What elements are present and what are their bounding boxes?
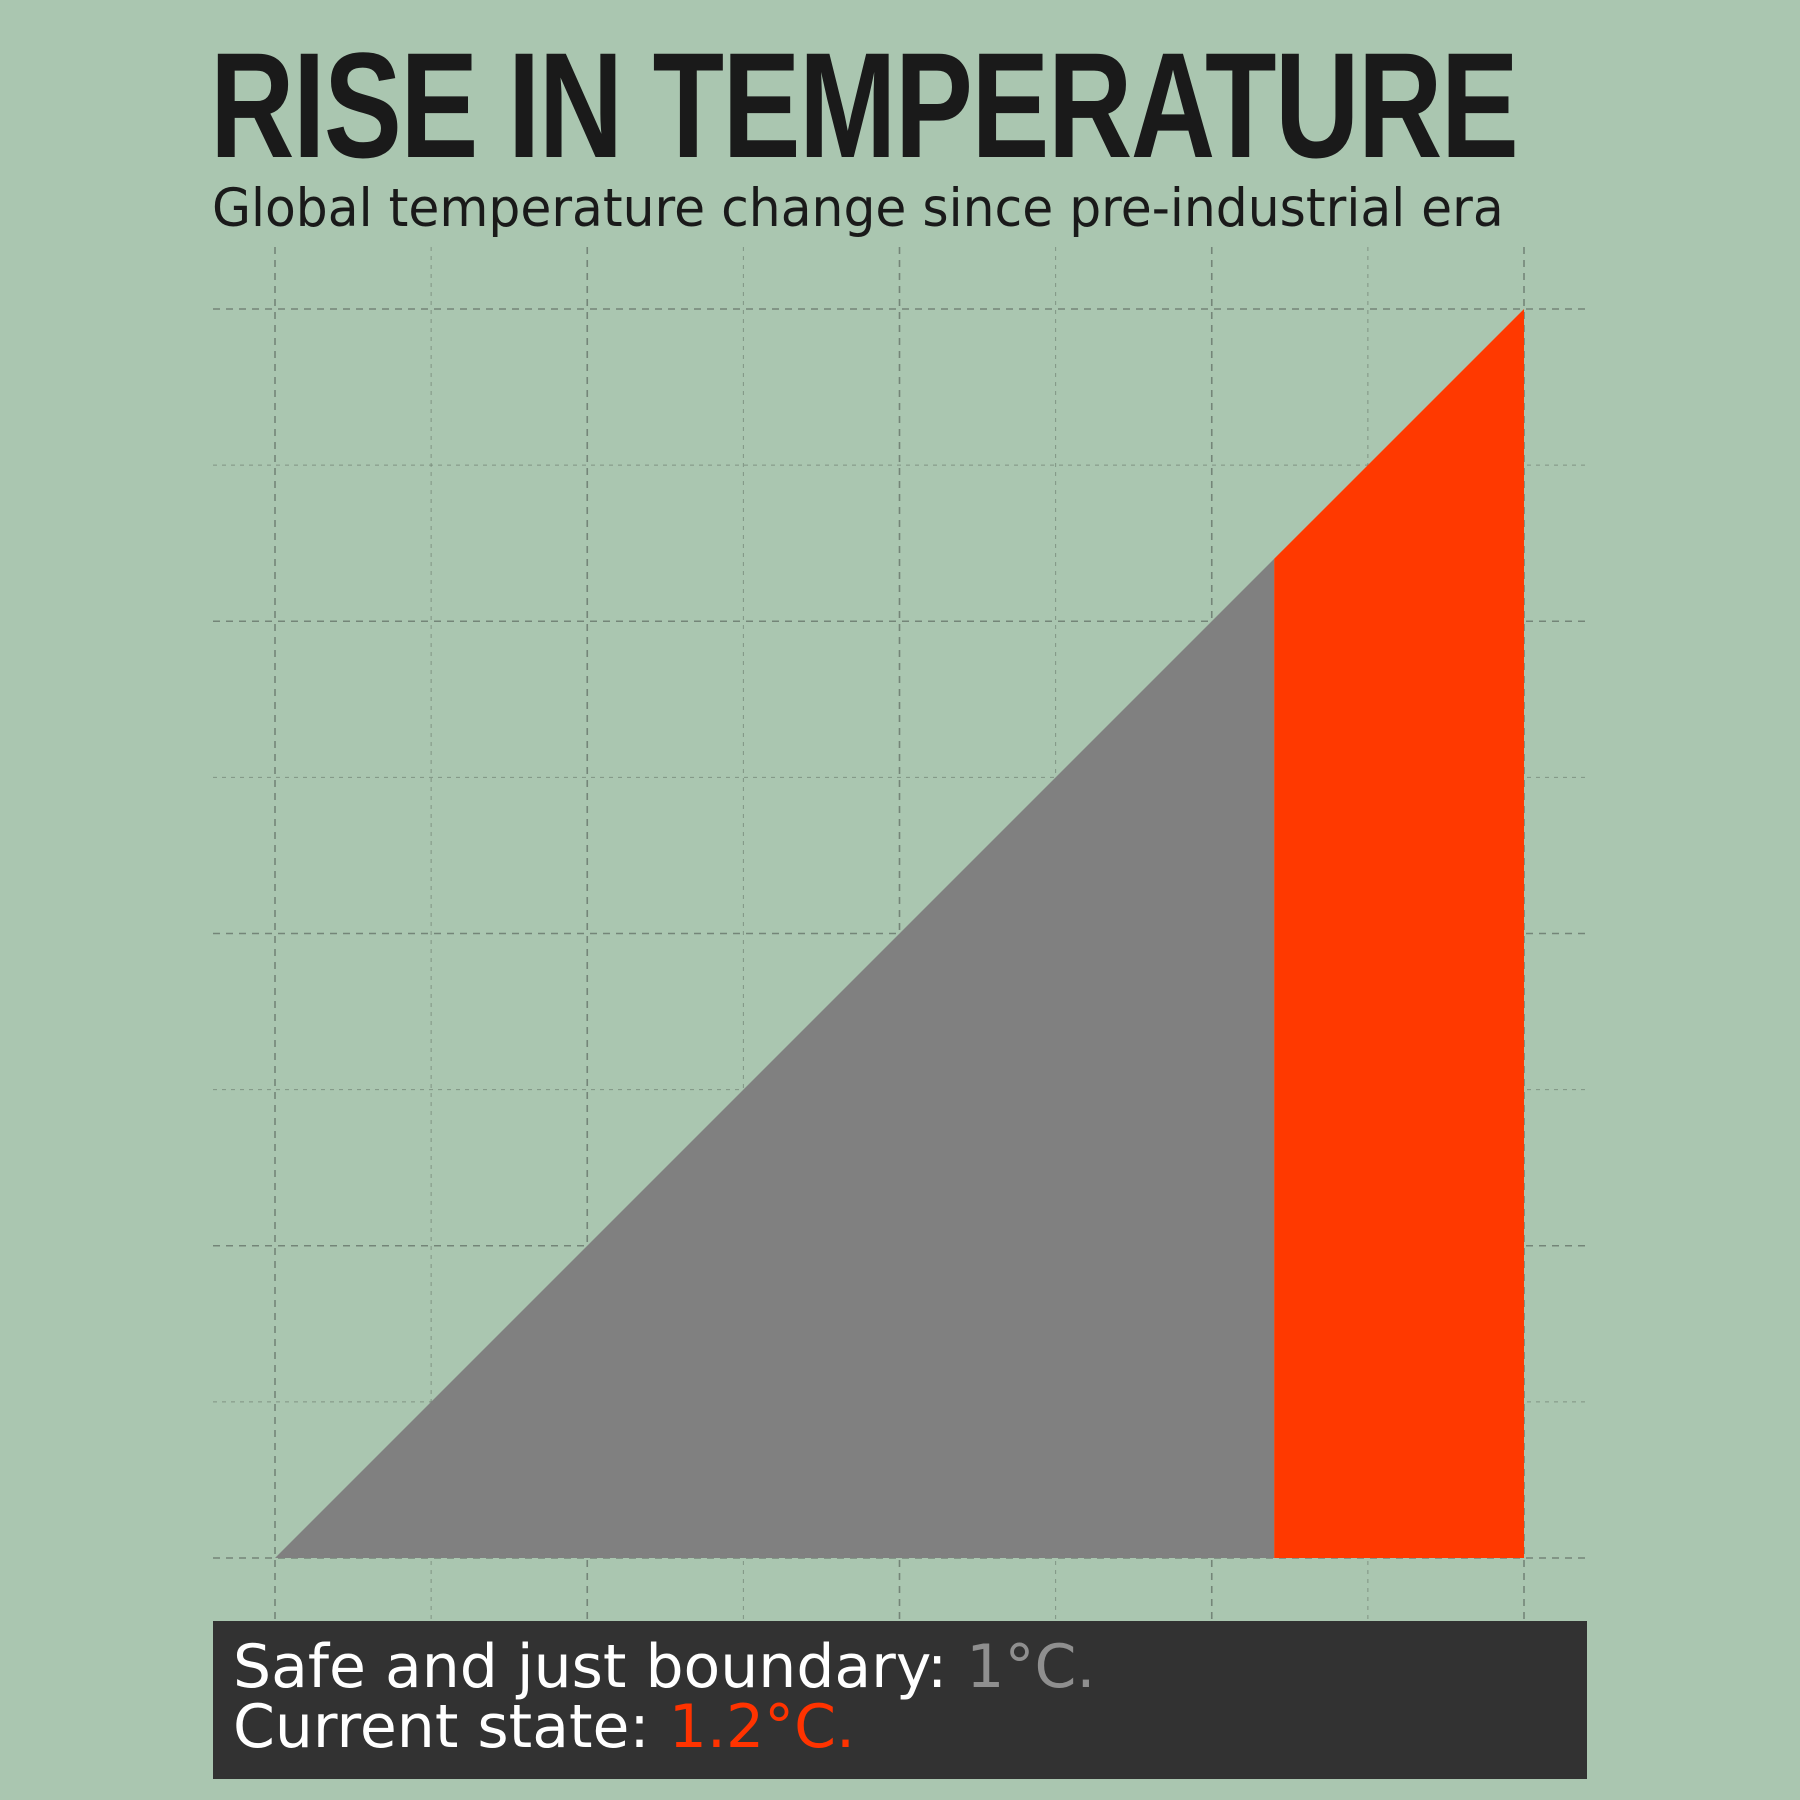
chart-title: RISE IN TEMPERATURE [210, 21, 1519, 189]
current-state-area [1274, 309, 1524, 1558]
current-state-label: Current state: [233, 1692, 669, 1762]
safe-boundary-area [275, 558, 1275, 1558]
current-state-line: Current state: 1.2°C. [233, 1697, 855, 1757]
boundary-line: Safe and just boundary: 1°C. [233, 1637, 1095, 1697]
boundary-label: Safe and just boundary: [233, 1632, 967, 1702]
boundary-value: 1°C. [966, 1632, 1096, 1702]
chart-subtitle: Global temperature change since pre-indu… [212, 178, 1504, 239]
current-state-value: 1.2°C. [668, 1692, 856, 1762]
legend-box: Safe and just boundary: 1°C. Current sta… [213, 1621, 1587, 1779]
chart-areas [275, 309, 1524, 1558]
